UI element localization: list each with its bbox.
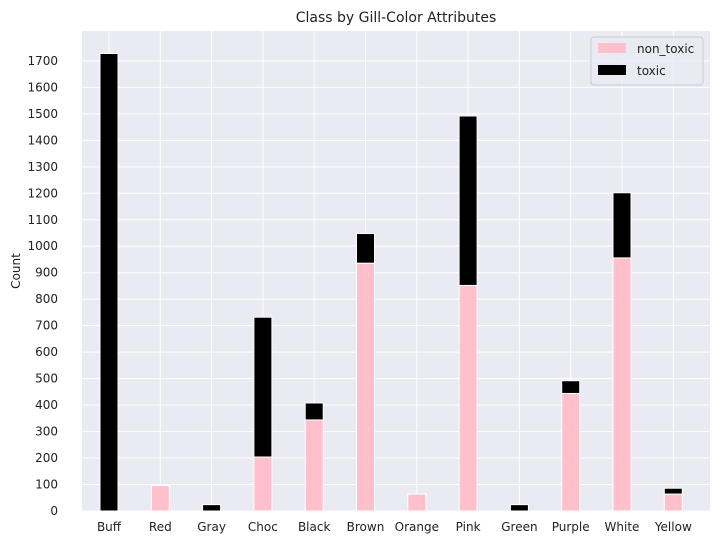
y-tick-label: 1000 [27, 239, 58, 253]
x-tick-label: Orange [395, 520, 439, 534]
bar-toxic-gray [202, 504, 222, 512]
bar-non-toxic-black [304, 419, 324, 512]
y-axis-label: Count [9, 253, 23, 289]
bar-non-toxic-red [150, 485, 170, 512]
bars [99, 53, 683, 512]
x-tick-label: Purple [552, 520, 590, 534]
y-tick-label: 900 [35, 266, 58, 280]
y-tick-label: 0 [50, 504, 58, 518]
y-tick-label: 1500 [27, 107, 58, 121]
y-tick-label: 700 [35, 319, 58, 333]
grid-lines [82, 31, 710, 512]
y-tick-label: 1600 [27, 80, 58, 94]
bar-toxic-white [612, 192, 632, 259]
x-tick-label: White [605, 520, 640, 534]
legend-label-toxic: toxic [637, 64, 666, 78]
x-tick-labels: Buff Red Gray Choc Black Brown Orange Pink Green… [97, 520, 692, 534]
x-tick-label: Pink [456, 520, 481, 534]
bar-toxic-choc [253, 316, 273, 458]
bar-toxic-buff [99, 53, 119, 512]
y-tick-label: 200 [35, 451, 58, 465]
plot-background [82, 31, 710, 511]
bar-toxic-yellow [663, 487, 683, 495]
y-tick-label: 1400 [27, 133, 58, 147]
y-tick-label: 600 [35, 345, 58, 359]
y-tick-label: 1700 [27, 54, 58, 68]
bar-toxic-purple [561, 380, 581, 394]
bar-toxic-pink [458, 115, 478, 286]
x-tick-label: Yellow [654, 520, 692, 534]
y-tick-label: 1100 [27, 213, 58, 227]
chart-title: Class by Gill-Color Attributes [296, 10, 497, 26]
x-tick-label: Brown [347, 520, 385, 534]
bar-non-toxic-brown [356, 262, 375, 512]
x-tick-label: Black [298, 520, 331, 534]
y-tick-label: 800 [35, 292, 58, 306]
bar-non-toxic-purple [561, 392, 581, 512]
y-tick-label: 1200 [27, 186, 58, 200]
y-tick-label: 300 [35, 425, 58, 439]
bar-non-toxic-pink [458, 284, 478, 512]
y-tick-labels: 0 100 200 300 400 500 600 700 800 900 1000 1100 1200… [27, 54, 58, 518]
legend-label-non-toxic: non_toxic [637, 42, 694, 56]
bar-non-toxic-orange [407, 493, 427, 512]
legend-swatch-toxic [598, 65, 626, 75]
x-tick-label: Red [149, 520, 172, 534]
x-tick-label: Green [501, 520, 537, 534]
y-tick-label: 1300 [27, 160, 58, 174]
x-tick-label: Gray [197, 520, 226, 534]
bar-non-toxic-white [612, 257, 632, 512]
bar-toxic-black [304, 402, 324, 421]
bar-toxic-brown [356, 233, 375, 264]
legend-swatch-non-toxic [598, 43, 626, 53]
x-tick-label: Choc [248, 520, 278, 534]
bar-toxic-green [509, 504, 529, 512]
bar-non-toxic-choc [253, 456, 273, 512]
x-tick-label: Buff [97, 520, 122, 534]
y-tick-label: 400 [35, 398, 58, 412]
y-tick-label: 100 [35, 478, 58, 492]
bar-non-toxic-yellow [663, 493, 683, 512]
legend: non_toxic toxic [590, 36, 704, 86]
y-tick-label: 500 [35, 372, 58, 386]
